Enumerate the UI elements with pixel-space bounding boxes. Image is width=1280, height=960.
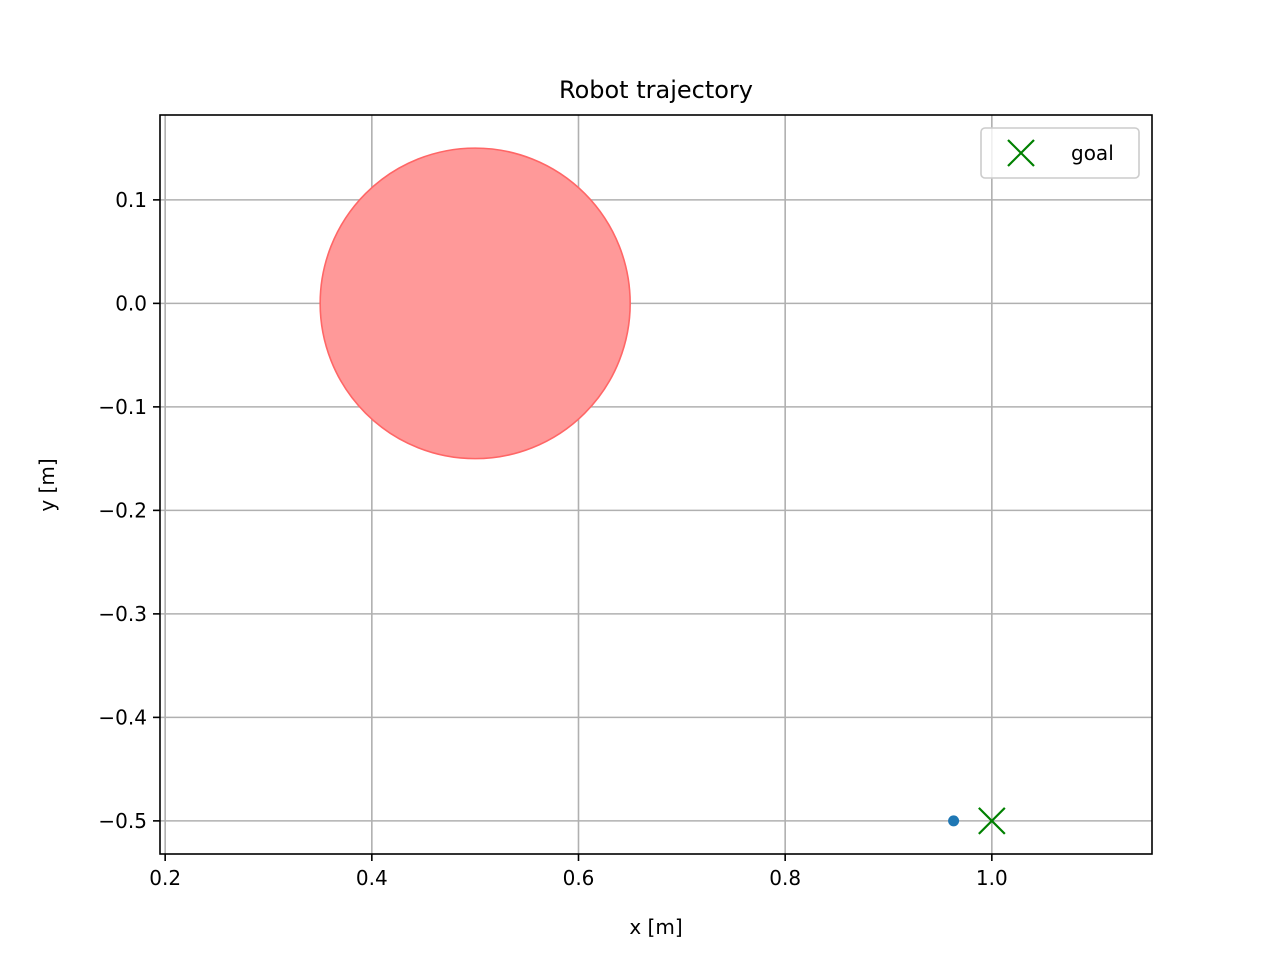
y-tick-label: 0.1 [115,188,147,212]
legend-goal-marker [1007,139,1035,167]
goal-marker [978,807,1006,835]
axes-frame [159,114,1153,855]
trajectory-point [948,815,960,827]
y-tick-label: −0.1 [98,395,147,419]
legend-label: goal [1071,141,1114,165]
legend-box [980,127,1140,179]
y-tick-label: −0.5 [98,809,147,833]
x-tick-label: 0.4 [356,866,388,890]
series-layer [948,807,1006,835]
y-tick-label: −0.2 [98,498,147,522]
y-axis-label: y [m] [35,458,59,511]
x-axis-label: x [m] [629,915,682,939]
grid-lines [160,115,1152,854]
obstacle-circle [319,147,631,460]
obstacle-layer [319,147,631,460]
x-tick-label: 0.8 [769,866,801,890]
y-tick-label: −0.3 [98,602,147,626]
legend: goal [980,127,1140,179]
y-tick-label: 0.0 [115,291,147,315]
tick-labels: 0.2 0.4 0.6 0.8 1.0 0.1 0.0 −0.1 −0.2 −0.3 −0.4 −0.… [98,188,1007,890]
chart-title: Robot trajectory [559,76,753,104]
x-tick-label: 0.2 [149,866,181,890]
y-tick-label: −0.4 [98,705,147,729]
axes [153,114,1153,861]
x-tick-label: 0.6 [563,866,595,890]
x-tick-label: 1.0 [976,866,1008,890]
